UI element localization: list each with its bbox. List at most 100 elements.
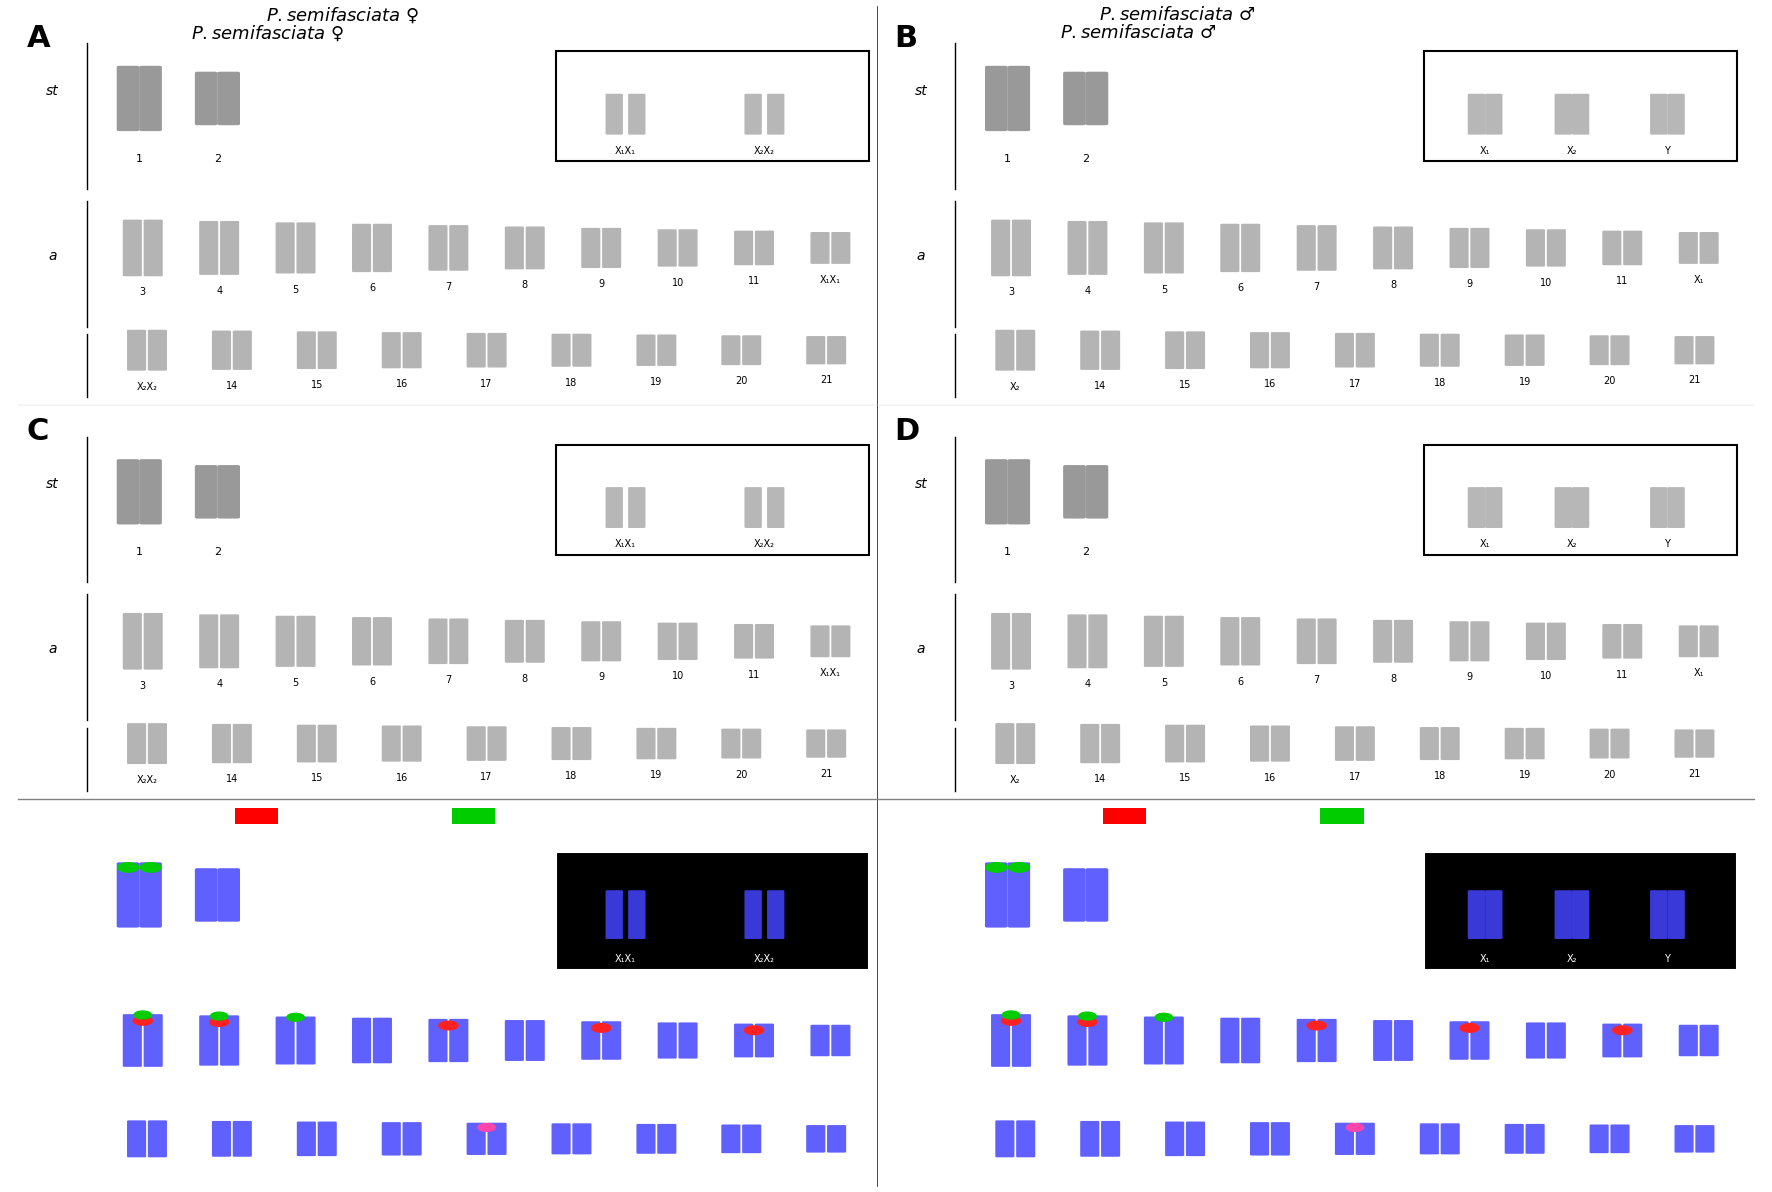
FancyBboxPatch shape: [1449, 1022, 1469, 1060]
FancyBboxPatch shape: [198, 614, 218, 669]
FancyBboxPatch shape: [1441, 1123, 1460, 1154]
Circle shape: [439, 1022, 457, 1030]
Text: 19: 19: [1519, 1163, 1531, 1173]
Text: 18: 18: [565, 378, 578, 387]
Text: 1: 1: [1005, 154, 1012, 163]
Text: 18S rDNA: 18S rDNA: [1380, 809, 1441, 822]
FancyBboxPatch shape: [353, 224, 370, 272]
Text: 4: 4: [216, 1073, 222, 1082]
FancyBboxPatch shape: [195, 72, 218, 125]
FancyBboxPatch shape: [298, 725, 315, 763]
FancyBboxPatch shape: [657, 1124, 677, 1154]
Text: X₁X₁: X₁X₁: [615, 145, 636, 156]
FancyBboxPatch shape: [1623, 230, 1643, 266]
FancyBboxPatch shape: [1373, 620, 1393, 663]
FancyBboxPatch shape: [1675, 336, 1694, 365]
FancyBboxPatch shape: [1318, 1019, 1336, 1062]
Text: 21: 21: [820, 769, 833, 778]
FancyBboxPatch shape: [1221, 224, 1239, 272]
FancyBboxPatch shape: [450, 1019, 468, 1062]
FancyBboxPatch shape: [1356, 333, 1375, 367]
FancyBboxPatch shape: [810, 1025, 829, 1056]
Text: A: A: [27, 24, 50, 52]
FancyBboxPatch shape: [526, 620, 544, 663]
Text: 9: 9: [599, 1067, 604, 1076]
FancyBboxPatch shape: [505, 1020, 525, 1061]
FancyBboxPatch shape: [213, 330, 230, 370]
FancyBboxPatch shape: [1602, 230, 1621, 266]
Text: E: E: [27, 805, 48, 833]
Circle shape: [744, 1026, 764, 1035]
FancyBboxPatch shape: [767, 488, 785, 528]
FancyBboxPatch shape: [1696, 336, 1715, 365]
FancyBboxPatch shape: [1699, 1025, 1719, 1056]
FancyBboxPatch shape: [1271, 726, 1290, 762]
Text: 18: 18: [1434, 378, 1446, 387]
Circle shape: [1308, 1022, 1325, 1030]
Text: X₂: X₂: [1010, 1166, 1021, 1177]
FancyBboxPatch shape: [298, 1122, 315, 1156]
Text: 20: 20: [1604, 1162, 1616, 1172]
Text: 6: 6: [369, 677, 376, 687]
FancyBboxPatch shape: [1081, 330, 1099, 370]
Text: 17: 17: [1348, 379, 1361, 389]
FancyBboxPatch shape: [353, 617, 370, 665]
Text: 10: 10: [1540, 671, 1552, 681]
FancyBboxPatch shape: [140, 66, 161, 131]
Text: 1: 1: [1005, 547, 1012, 557]
FancyBboxPatch shape: [828, 336, 847, 365]
Circle shape: [140, 863, 161, 873]
FancyBboxPatch shape: [1100, 1120, 1120, 1156]
Text: 16: 16: [1263, 772, 1276, 783]
Text: 18S rDNA: 18S rDNA: [512, 809, 572, 822]
FancyBboxPatch shape: [1240, 617, 1260, 665]
Text: 2: 2: [214, 547, 222, 557]
Circle shape: [287, 1013, 305, 1022]
Text: 19: 19: [650, 770, 663, 781]
FancyBboxPatch shape: [985, 862, 1008, 927]
FancyBboxPatch shape: [353, 1018, 370, 1063]
FancyBboxPatch shape: [606, 94, 624, 135]
Text: 20: 20: [1604, 770, 1616, 780]
FancyBboxPatch shape: [828, 1125, 847, 1153]
FancyBboxPatch shape: [1063, 465, 1086, 519]
Text: 2: 2: [1083, 942, 1090, 952]
FancyBboxPatch shape: [721, 1124, 741, 1153]
FancyBboxPatch shape: [1008, 862, 1030, 927]
FancyBboxPatch shape: [602, 621, 622, 662]
Circle shape: [1001, 1017, 1021, 1025]
FancyBboxPatch shape: [117, 459, 140, 524]
FancyBboxPatch shape: [721, 728, 741, 758]
FancyBboxPatch shape: [1185, 331, 1205, 370]
Text: 8: 8: [1389, 1068, 1396, 1078]
Text: 1: 1: [136, 547, 144, 557]
Text: $\it{P. semifasciata}$ ♀: $\it{P. semifasciata}$ ♀: [266, 6, 418, 25]
FancyBboxPatch shape: [1334, 1123, 1354, 1155]
Text: 10: 10: [1540, 1066, 1552, 1075]
FancyBboxPatch shape: [1678, 232, 1698, 263]
Text: X₂X₂: X₂X₂: [753, 954, 774, 964]
FancyBboxPatch shape: [1185, 1122, 1205, 1156]
Text: 17: 17: [480, 1165, 493, 1174]
FancyBboxPatch shape: [572, 1123, 592, 1154]
Text: a: a: [48, 249, 57, 262]
Text: 4: 4: [1084, 286, 1090, 296]
Text: X₁: X₁: [1694, 1063, 1705, 1073]
FancyBboxPatch shape: [1166, 331, 1184, 370]
FancyBboxPatch shape: [721, 335, 741, 365]
Text: 8: 8: [1389, 280, 1396, 291]
FancyBboxPatch shape: [602, 228, 622, 268]
FancyBboxPatch shape: [1100, 724, 1120, 763]
Text: 4: 4: [1084, 679, 1090, 689]
FancyBboxPatch shape: [1088, 221, 1108, 275]
Text: 5S rDNA: 5S rDNA: [1164, 809, 1216, 822]
Text: 8: 8: [521, 1068, 528, 1078]
Text: X₁X₁: X₁X₁: [615, 539, 636, 550]
FancyBboxPatch shape: [1667, 488, 1685, 528]
FancyBboxPatch shape: [627, 488, 645, 528]
FancyBboxPatch shape: [1602, 623, 1621, 659]
Circle shape: [117, 863, 138, 873]
Text: 2: 2: [1083, 154, 1090, 163]
Text: 5S rDNA: 5S rDNA: [296, 809, 347, 822]
Text: X₁X₁: X₁X₁: [820, 669, 842, 678]
